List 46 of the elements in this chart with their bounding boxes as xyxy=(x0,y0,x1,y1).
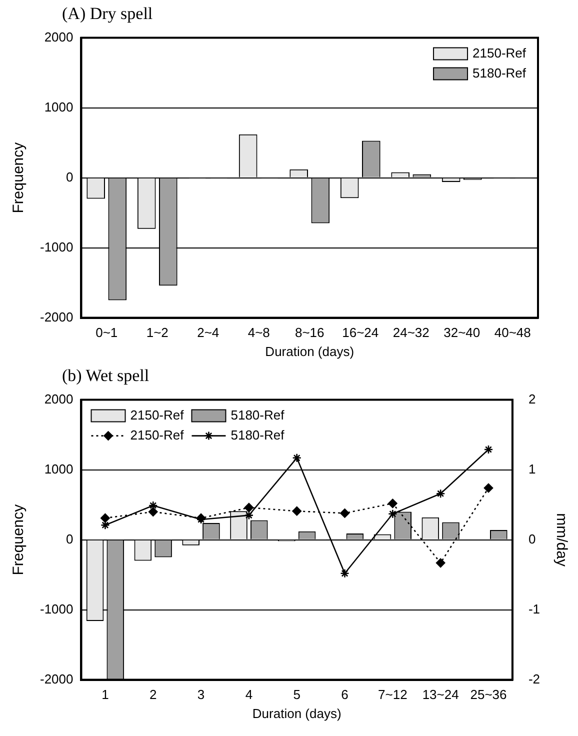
y-tick-label: -2000 xyxy=(40,309,74,324)
y2-tick-label: -1 xyxy=(528,601,540,616)
y-tick-label: -1000 xyxy=(40,239,74,254)
y-tick-label: 2000 xyxy=(44,29,74,44)
legend-label: 5180-Ref xyxy=(230,427,285,442)
y2-tick-label: 0 xyxy=(528,531,536,546)
legend-label: 2150-Ref xyxy=(130,407,184,422)
x-tick-label: 1 xyxy=(102,687,109,702)
x-tick-label: 2~4 xyxy=(197,325,220,340)
legend-label: 5180-Ref xyxy=(472,65,526,80)
x-tick-label: 16~24 xyxy=(342,325,379,340)
x-tick-label: 8~16 xyxy=(294,325,324,340)
y-tick-label: 0 xyxy=(66,169,74,184)
chart-title: (A) Dry spell xyxy=(62,4,153,24)
x-tick-label: 24~32 xyxy=(392,325,430,340)
y-tick-label: -2000 xyxy=(40,671,74,686)
y2-axis-title: mm/day xyxy=(552,513,570,567)
x-tick-label: 40~48 xyxy=(494,325,531,340)
y-tick-label: 2000 xyxy=(44,391,74,406)
x-tick-label: 2 xyxy=(149,687,157,702)
y-tick-label: 1000 xyxy=(44,461,74,476)
legend-label: 2150-Ref xyxy=(472,45,526,60)
x-tick-label: 6 xyxy=(341,687,348,702)
x-tick-label: 1~2 xyxy=(146,325,168,340)
x-tick-label: 3 xyxy=(197,687,205,702)
y-axis-title: Frequency xyxy=(10,504,28,576)
x-axis-title: Duration (days) xyxy=(252,706,342,721)
x-tick-label: 13~24 xyxy=(422,687,459,702)
x-tick-label: 7~12 xyxy=(378,687,408,702)
y-tick-label: -1000 xyxy=(40,601,74,616)
y-tick-label: 1000 xyxy=(44,99,74,114)
chart-title: (b) Wet spell xyxy=(62,366,150,386)
x-tick-label: 0~1 xyxy=(96,325,118,340)
x-tick-label: 4~8 xyxy=(248,325,270,340)
legend-label: 2150-Ref xyxy=(130,427,184,442)
y2-tick-label: -2 xyxy=(528,671,540,686)
y2-tick-label: 1 xyxy=(528,461,536,476)
x-tick-label: 4 xyxy=(245,687,253,702)
x-tick-label: 5 xyxy=(293,687,300,702)
x-axis-title: Duration (days) xyxy=(265,344,354,359)
y-axis-title: Frequency xyxy=(10,142,28,214)
x-tick-label: 32~40 xyxy=(444,325,480,340)
legend-label: 5180-Ref xyxy=(230,407,285,422)
x-tick-label: 25~36 xyxy=(470,687,507,702)
y2-tick-label: 2 xyxy=(528,391,536,406)
y-tick-label: 0 xyxy=(66,531,74,546)
